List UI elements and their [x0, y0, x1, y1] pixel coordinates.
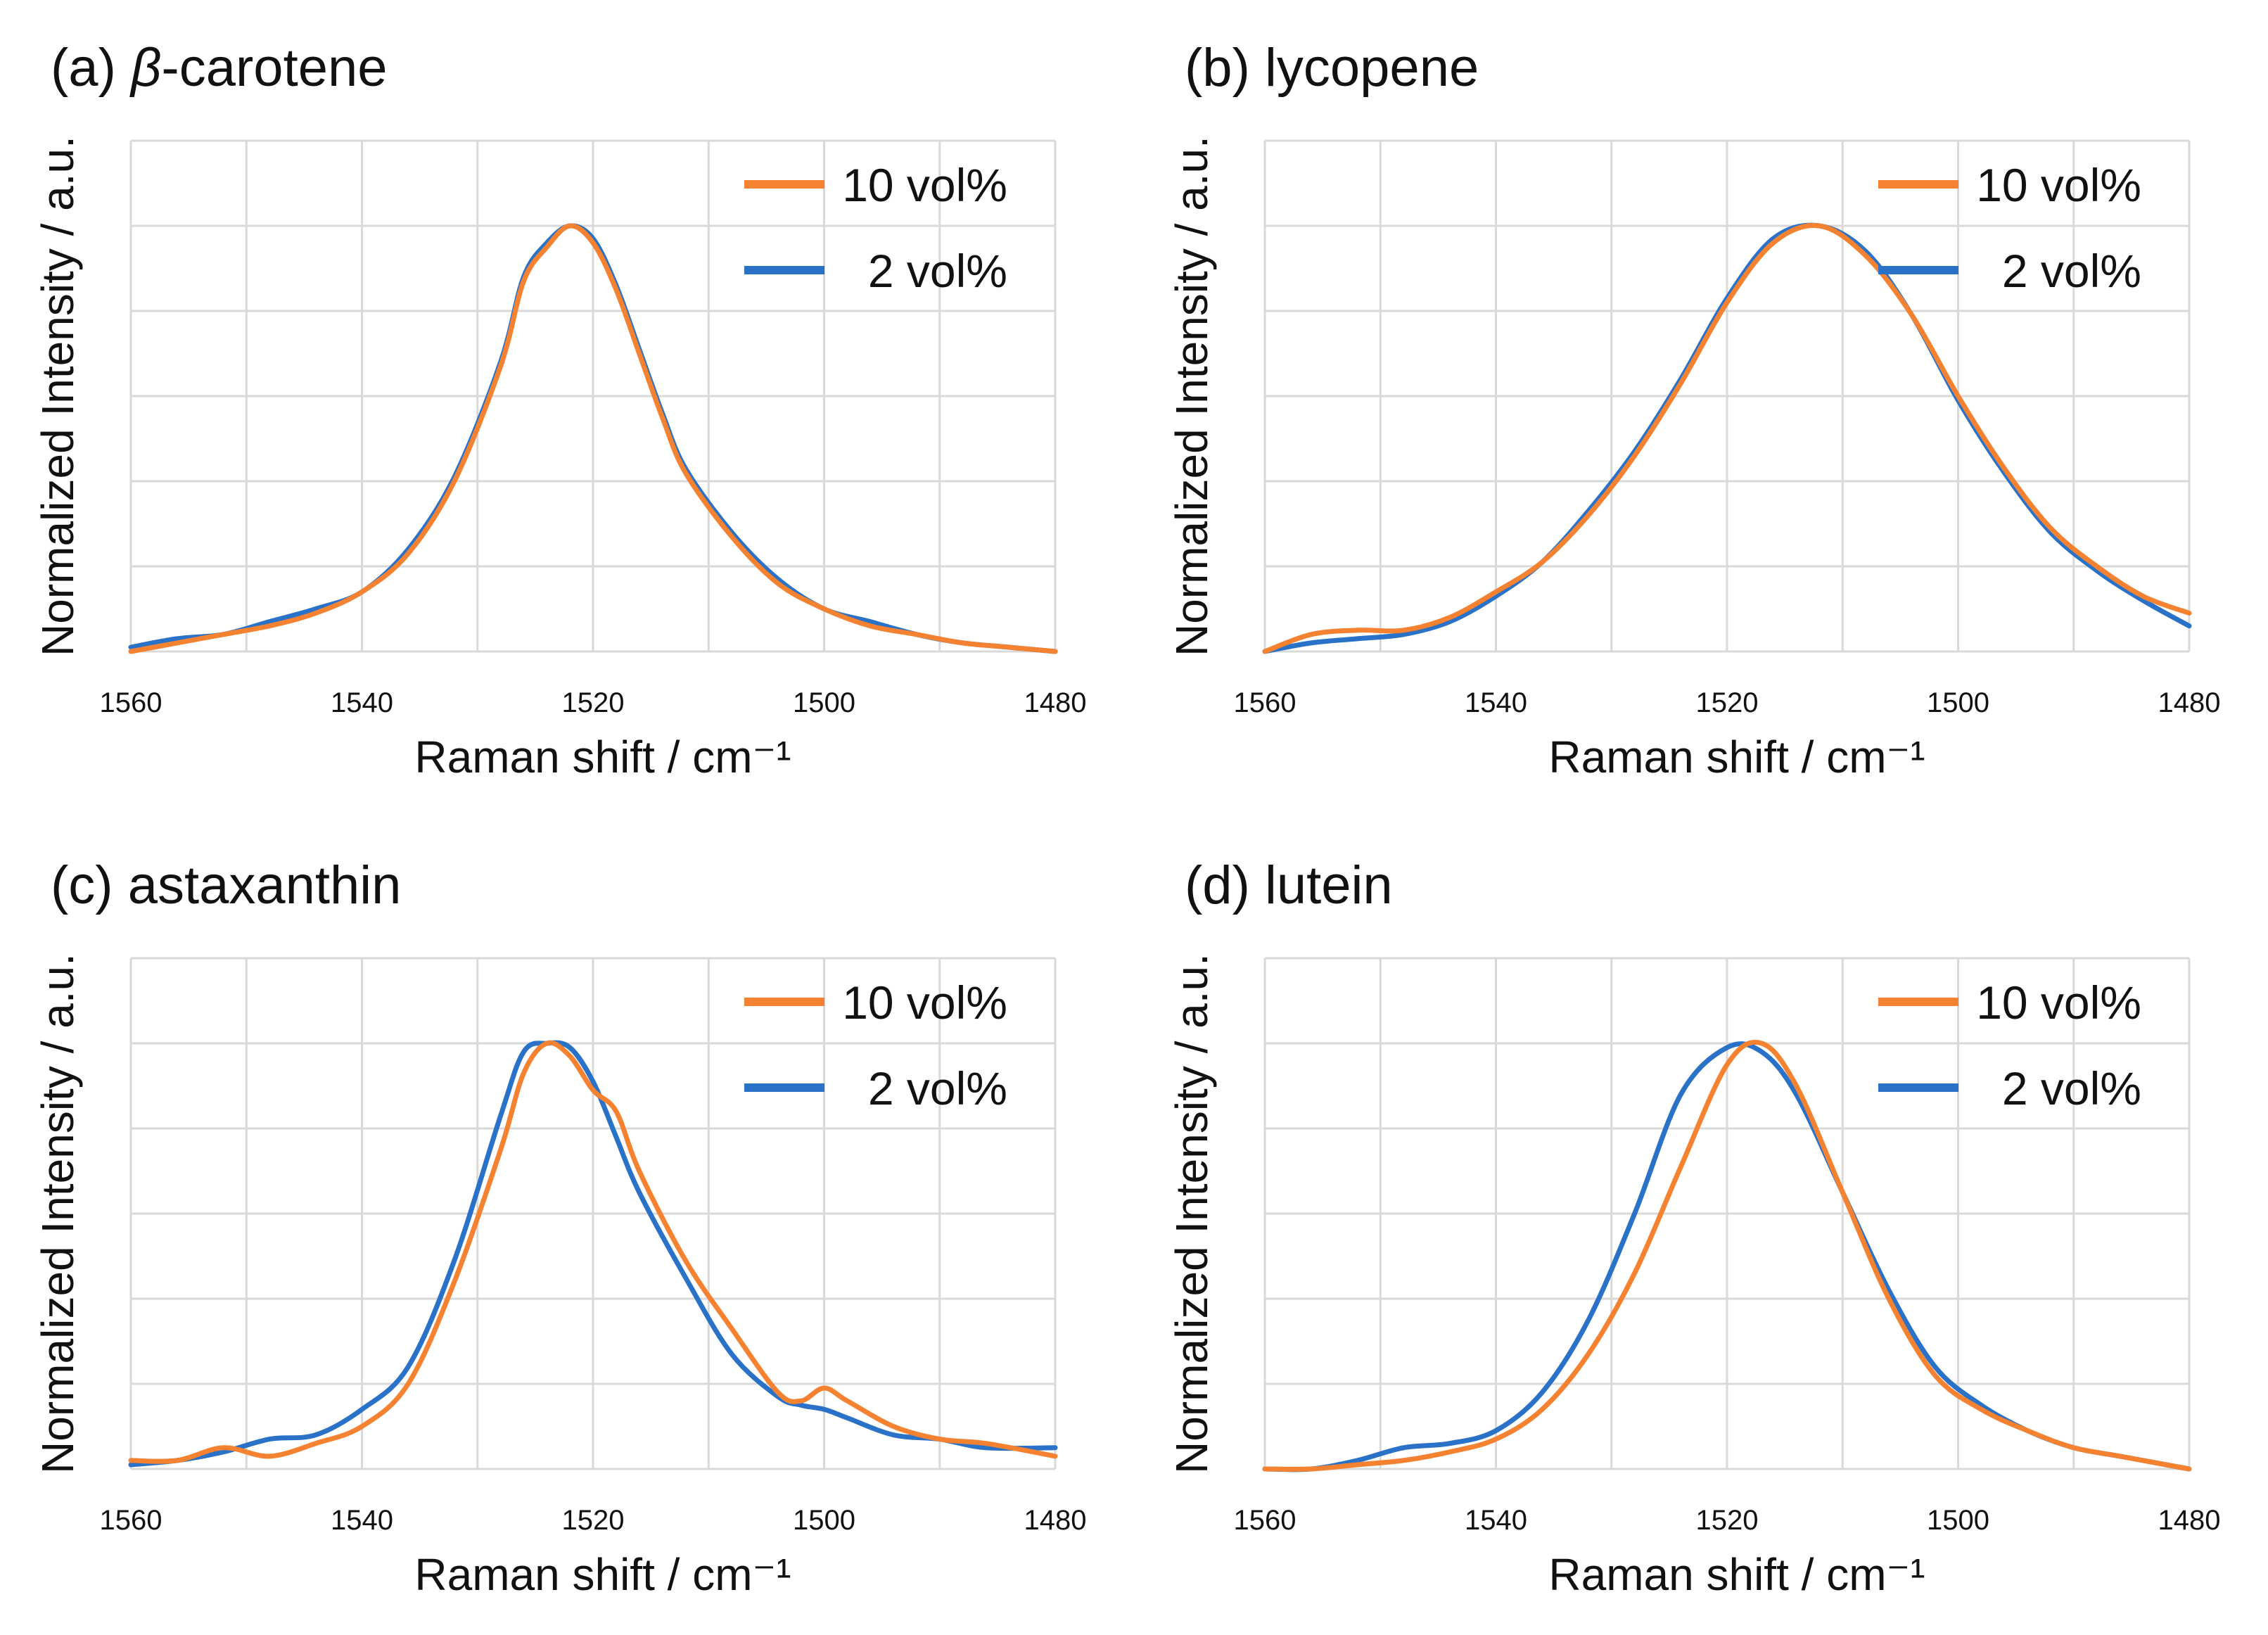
y-axis-label: Normalized Intensity / a.u. [32, 953, 83, 1474]
x-tick-label: 1480 [1024, 1505, 1087, 1536]
x-tick-label: 1500 [793, 687, 855, 718]
x-tick-label: 1480 [2158, 687, 2221, 718]
x-tick-label: 1540 [331, 1505, 393, 1536]
gridlines [129, 139, 1057, 653]
series-line-10-vol [1262, 222, 2192, 654]
x-tick-label: 1520 [562, 687, 625, 718]
legend: 10 vol% 2 vol% [1878, 159, 2141, 297]
legend-label-10-vol: 10 vol% [842, 159, 1007, 211]
series-line-10-vol [1262, 1039, 2192, 1472]
x-tick-label: 1520 [1696, 687, 1759, 718]
chart-panel-b: (b) lycopene 1560 1540 1520 1500 1480 Raman sh… [1166, 38, 2221, 782]
y-axis-label: Normalized Intensity / a.u. [1166, 953, 1217, 1474]
panel-title: (d) lutein [1185, 855, 1393, 915]
series-line-2-vol [128, 1040, 1058, 1468]
series-line-2-vol [128, 223, 1058, 654]
x-tick-label: 1560 [100, 1505, 163, 1536]
x-axis-label: Raman shift / cm⁻¹ [1548, 1549, 1925, 1600]
x-tick-label: 1540 [331, 687, 393, 718]
chart-panel-d: (d) lutein 1560 1540 1520 1500 1480 Raman shif… [1166, 855, 2221, 1600]
chart-panel-a: (a) β-carotene 1560 1540 1520 1500 1480 Raman … [32, 38, 1087, 782]
y-axis-label: Normalized Intensity / a.u. [1166, 136, 1217, 656]
x-tick-label: 1540 [1465, 687, 1527, 718]
series-line-10-vol [128, 223, 1058, 654]
panel-a: (a) β-carotene 1560 1540 1520 1500 1480 Raman … [0, 0, 1134, 818]
x-tick-label: 1560 [1234, 1505, 1297, 1536]
x-axis-label: Raman shift / cm⁻¹ [1548, 732, 1925, 782]
panel-c: (c) astaxanthin 1560 1540 1520 1500 1480 Raman… [0, 818, 1134, 1635]
x-axis-label: Raman shift / cm⁻¹ [414, 732, 791, 782]
legend: 10 vol% 2 vol% [744, 976, 1007, 1114]
legend-label-2-vol: 2 vol% [2002, 245, 2141, 297]
y-axis-label: Normalized Intensity / a.u. [32, 136, 83, 656]
panel-title: (b) lycopene [1185, 38, 1479, 98]
legend-label-10-vol: 10 vol% [1976, 159, 2141, 211]
x-tick-label: 1480 [2158, 1505, 2221, 1536]
gridlines [1263, 139, 2191, 653]
legend-label-10-vol: 10 vol% [842, 976, 1007, 1029]
x-tick-label: 1520 [1696, 1505, 1759, 1536]
legend: 10 vol% 2 vol% [744, 159, 1007, 297]
x-tick-label: 1500 [1927, 687, 1989, 718]
legend-label-2-vol: 2 vol% [2002, 1062, 2141, 1114]
x-tick-label: 1480 [1024, 687, 1087, 718]
legend: 10 vol% 2 vol% [1878, 976, 2141, 1114]
chart-panel-c: (c) astaxanthin 1560 1540 1520 1500 1480 Raman… [32, 855, 1087, 1600]
panel-b: (b) lycopene 1560 1540 1520 1500 1480 Raman sh… [1134, 0, 2268, 818]
legend-label-2-vol: 2 vol% [868, 1062, 1007, 1114]
x-tick-label: 1520 [562, 1505, 625, 1536]
x-tick-label: 1500 [1927, 1505, 1989, 1536]
panel-d: (d) lutein 1560 1540 1520 1500 1480 Raman shif… [1134, 818, 2268, 1635]
x-tick-label: 1560 [100, 687, 163, 718]
gridlines [1263, 957, 2191, 1470]
legend-label-10-vol: 10 vol% [1976, 976, 2141, 1029]
x-tick-label: 1500 [793, 1505, 855, 1536]
panel-title: (c) astaxanthin [51, 855, 401, 915]
legend-label-2-vol: 2 vol% [868, 245, 1007, 297]
x-tick-label: 1540 [1465, 1505, 1527, 1536]
series-line-10-vol [128, 1040, 1058, 1464]
x-axis-label: Raman shift / cm⁻¹ [414, 1549, 791, 1600]
gridlines [129, 957, 1057, 1470]
panel-title: (a) β-carotene [51, 38, 388, 98]
x-tick-label: 1560 [1234, 687, 1297, 718]
